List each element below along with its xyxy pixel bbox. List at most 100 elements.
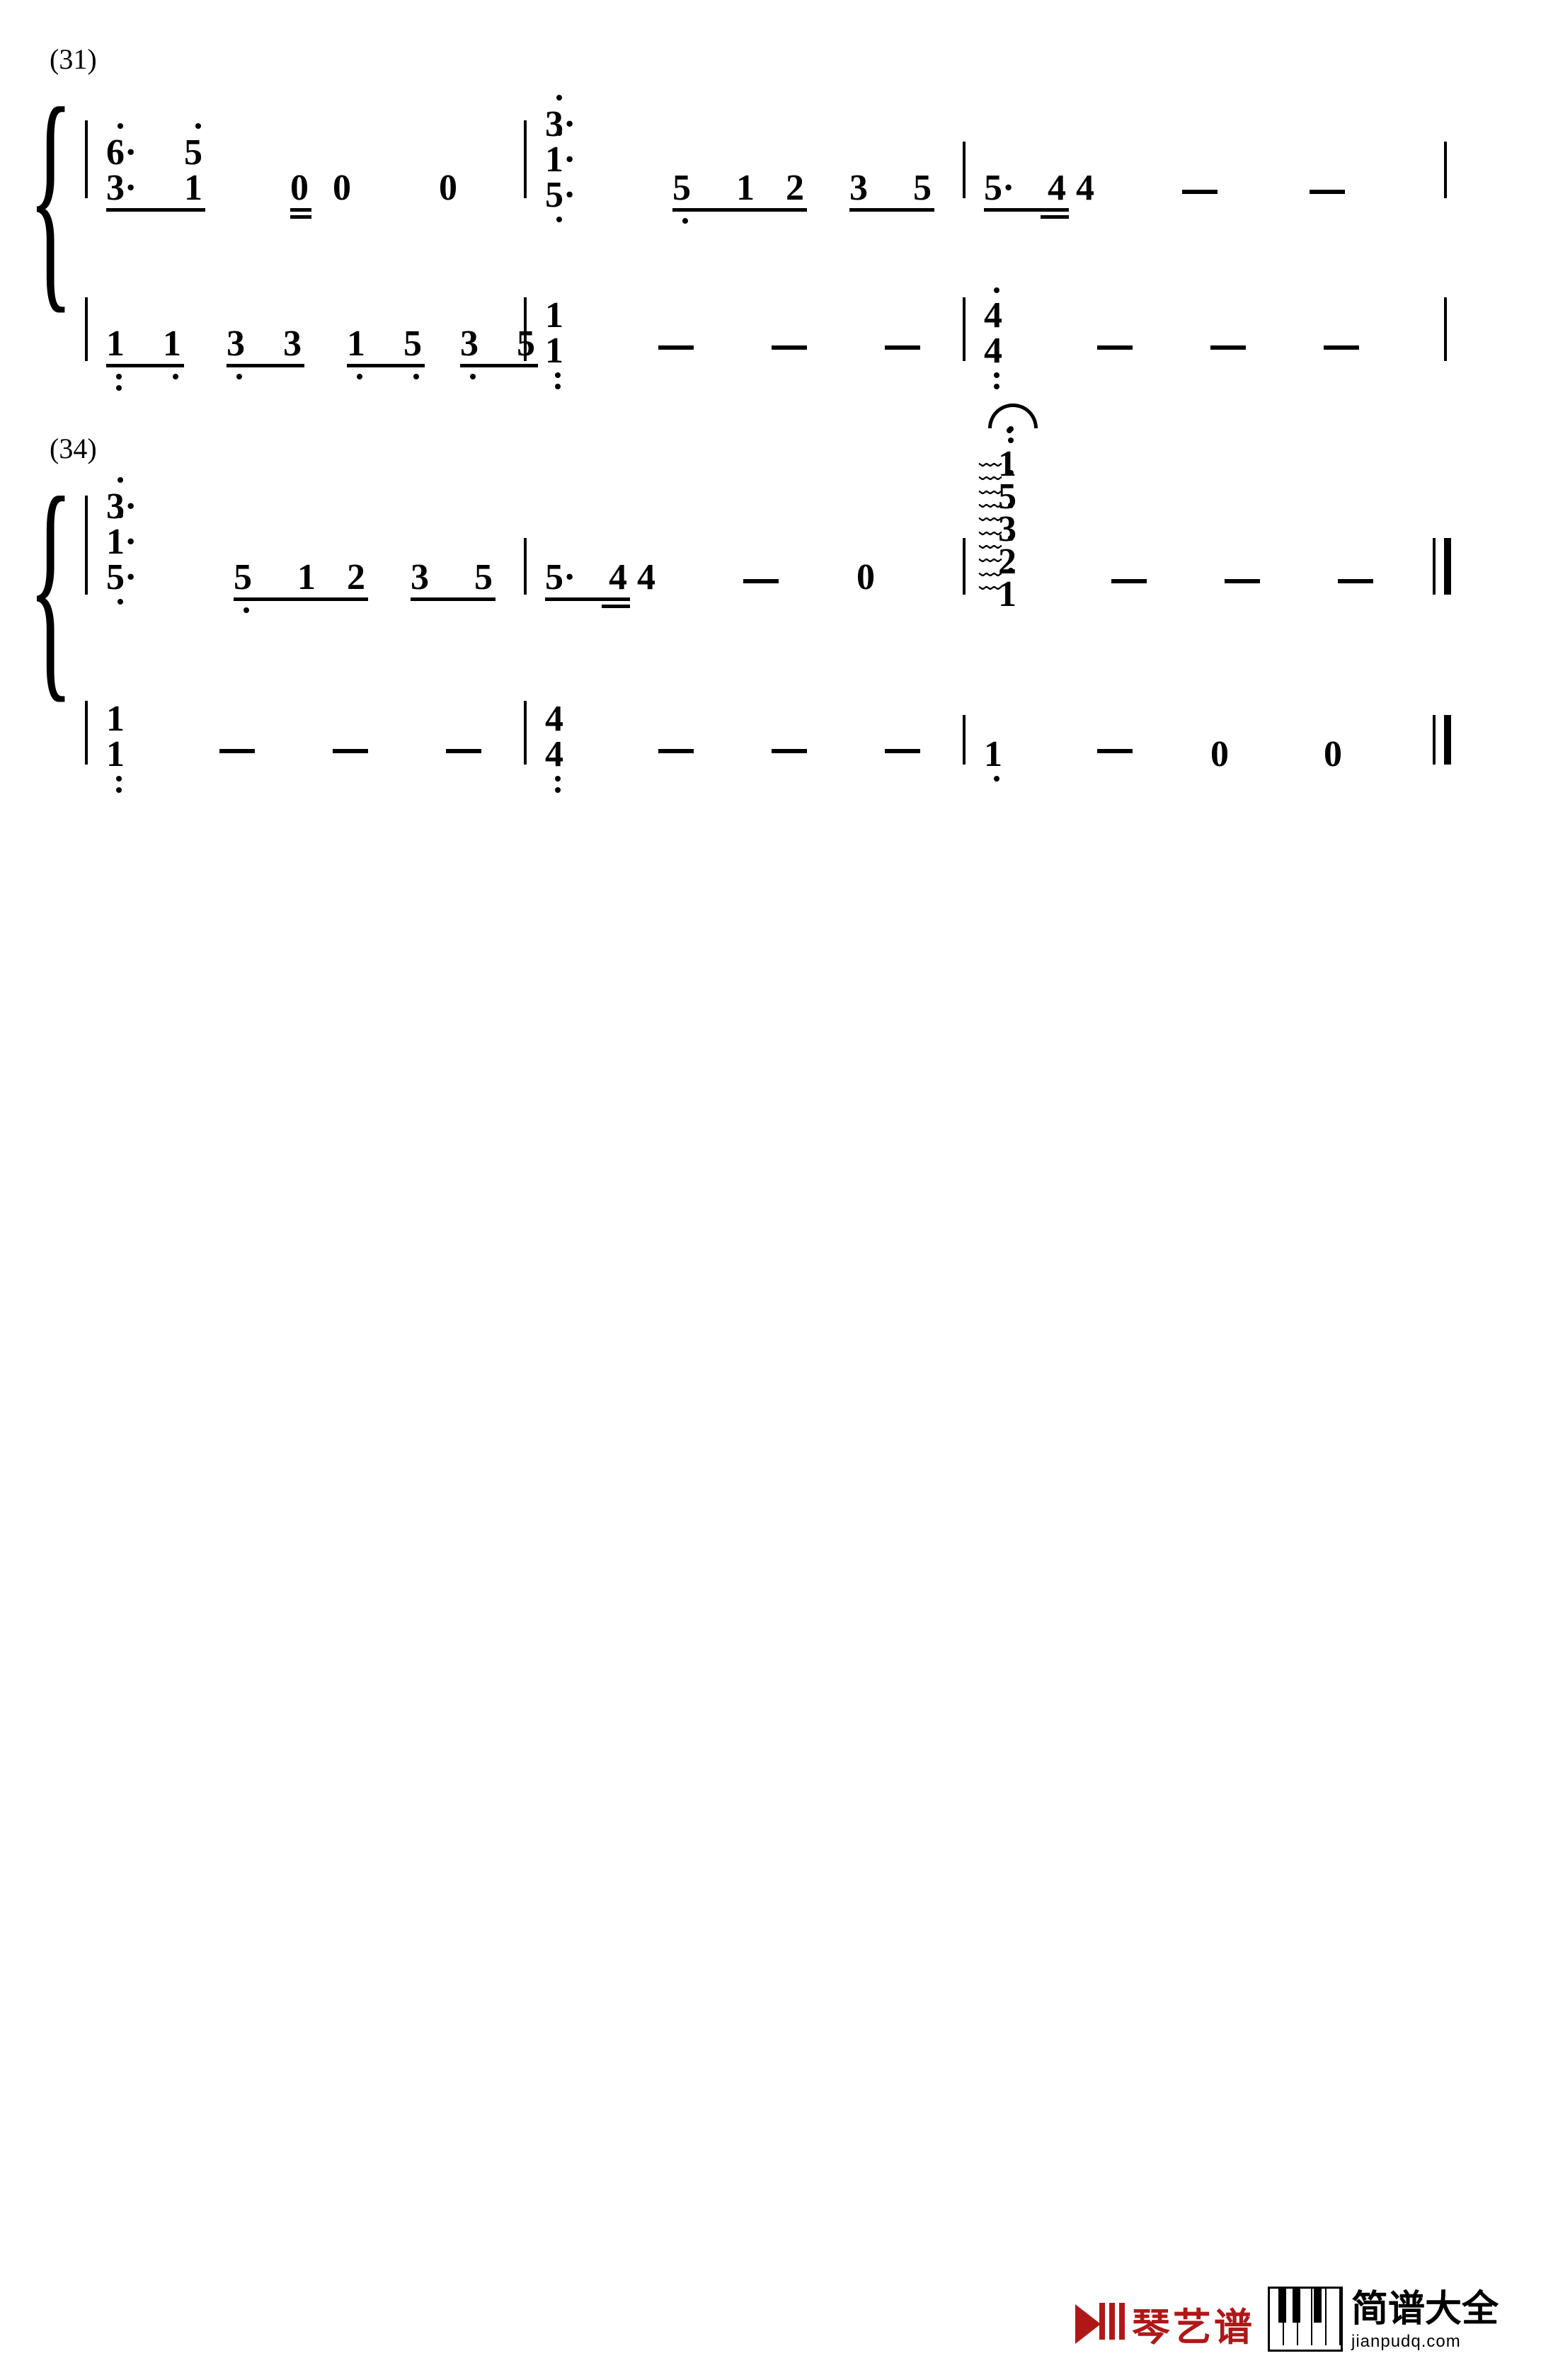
note: 5·	[545, 177, 575, 214]
octave-dot	[555, 384, 561, 389]
beam	[106, 208, 205, 212]
duration-dash	[743, 579, 779, 583]
octave-dot	[173, 374, 178, 379]
beam	[227, 364, 304, 367]
octave-dot	[116, 787, 122, 793]
duration-dash	[219, 749, 255, 753]
beam	[984, 208, 1069, 212]
duration-dash	[1310, 190, 1345, 194]
system-brace: {	[28, 460, 73, 709]
barline	[1444, 142, 1447, 198]
note: 3·	[106, 488, 137, 525]
note: 1	[984, 736, 1002, 773]
note: 4	[1076, 170, 1094, 207]
duration-dash	[1097, 345, 1133, 350]
barline	[963, 297, 966, 361]
note: 1	[545, 333, 563, 370]
system-31: (31) { 6· 3· 5 1 0 0 0 3· 1· 5·	[57, 64, 1484, 375]
system-brace: {	[28, 71, 73, 320]
octave-dot	[413, 374, 419, 379]
duration-dash	[772, 749, 807, 753]
final-barline	[1444, 715, 1451, 765]
beam	[602, 605, 630, 608]
note: 5·	[545, 559, 575, 596]
octave-dot	[994, 372, 999, 378]
beam	[290, 215, 311, 219]
beam	[849, 208, 934, 212]
barline	[963, 142, 966, 198]
duration-dash	[1338, 579, 1373, 583]
jianpudq-logo-text: 简谱大全	[1351, 2279, 1499, 2332]
duration-dash	[658, 345, 694, 350]
note: 1	[106, 326, 125, 362]
jianpudq-url: jianpudq.com	[1351, 2332, 1461, 2352]
sheet-page: (31) { 6· 3· 5 1 0 0 0 3· 1· 5·	[0, 0, 1541, 2380]
barline	[1433, 715, 1436, 765]
beam	[347, 364, 425, 367]
final-barline	[1444, 538, 1451, 595]
rest: 0	[333, 170, 351, 207]
octave-dot	[244, 607, 249, 613]
octave-dot	[118, 599, 123, 605]
note: 5	[474, 559, 493, 596]
duration-dash	[885, 749, 920, 753]
beam	[411, 597, 495, 601]
duration-dash	[446, 749, 481, 753]
note: 1	[998, 576, 1016, 613]
note: 2	[347, 559, 365, 596]
note: 4	[637, 559, 655, 596]
beam	[545, 597, 630, 601]
rest: 0	[1324, 736, 1342, 773]
beam	[460, 364, 538, 367]
octave-dot	[470, 374, 476, 379]
beam	[234, 597, 368, 601]
system-34: (34) { 3· 1· 5· 5 1 2 3 5 5· 4 4	[57, 453, 1484, 779]
octave-dot	[994, 384, 999, 389]
note: 5	[234, 559, 252, 596]
note: 1	[106, 736, 125, 773]
barline	[1433, 538, 1436, 595]
barline	[85, 496, 88, 595]
barline	[1444, 297, 1447, 361]
octave-dot	[195, 123, 201, 129]
octave-dot	[1008, 503, 1014, 508]
barline	[963, 538, 966, 595]
octave-dot	[556, 95, 562, 101]
note: 4	[545, 701, 563, 738]
duration-dash	[1210, 345, 1246, 350]
barline	[85, 120, 88, 198]
note: 1	[163, 326, 181, 362]
note: 1	[106, 701, 125, 738]
note: 5·	[106, 559, 137, 596]
octave-dot	[116, 374, 122, 379]
octave-dot	[1008, 470, 1014, 476]
octave-dot	[556, 130, 562, 136]
barline	[963, 715, 966, 765]
note: 5·	[984, 170, 1014, 207]
octave-dot	[555, 776, 561, 782]
octave-dot	[118, 123, 123, 129]
note: 1	[184, 170, 202, 207]
octave-dot	[555, 787, 561, 793]
octave-dot	[116, 776, 122, 782]
note: 1	[545, 297, 563, 334]
note: 1·	[106, 524, 137, 561]
note: 6·	[106, 135, 137, 171]
note: 2	[786, 170, 804, 207]
barline	[524, 701, 527, 765]
octave-dot	[116, 385, 122, 391]
note: 1	[736, 170, 755, 207]
barline	[85, 701, 88, 765]
octave-dot	[1008, 568, 1014, 573]
note: 1	[297, 559, 316, 596]
note: 3·	[106, 170, 137, 207]
octave-dot	[1008, 535, 1014, 541]
octave-dot	[1008, 437, 1014, 443]
duration-dash	[885, 345, 920, 350]
qinyipu-logo: 琴艺谱	[1075, 2296, 1255, 2352]
qinyipu-logo-text: 琴艺谱	[1132, 2296, 1255, 2352]
piano-icon	[1268, 2287, 1343, 2352]
rest: 0	[290, 170, 309, 207]
note: 5	[672, 170, 691, 207]
beam	[290, 208, 311, 212]
